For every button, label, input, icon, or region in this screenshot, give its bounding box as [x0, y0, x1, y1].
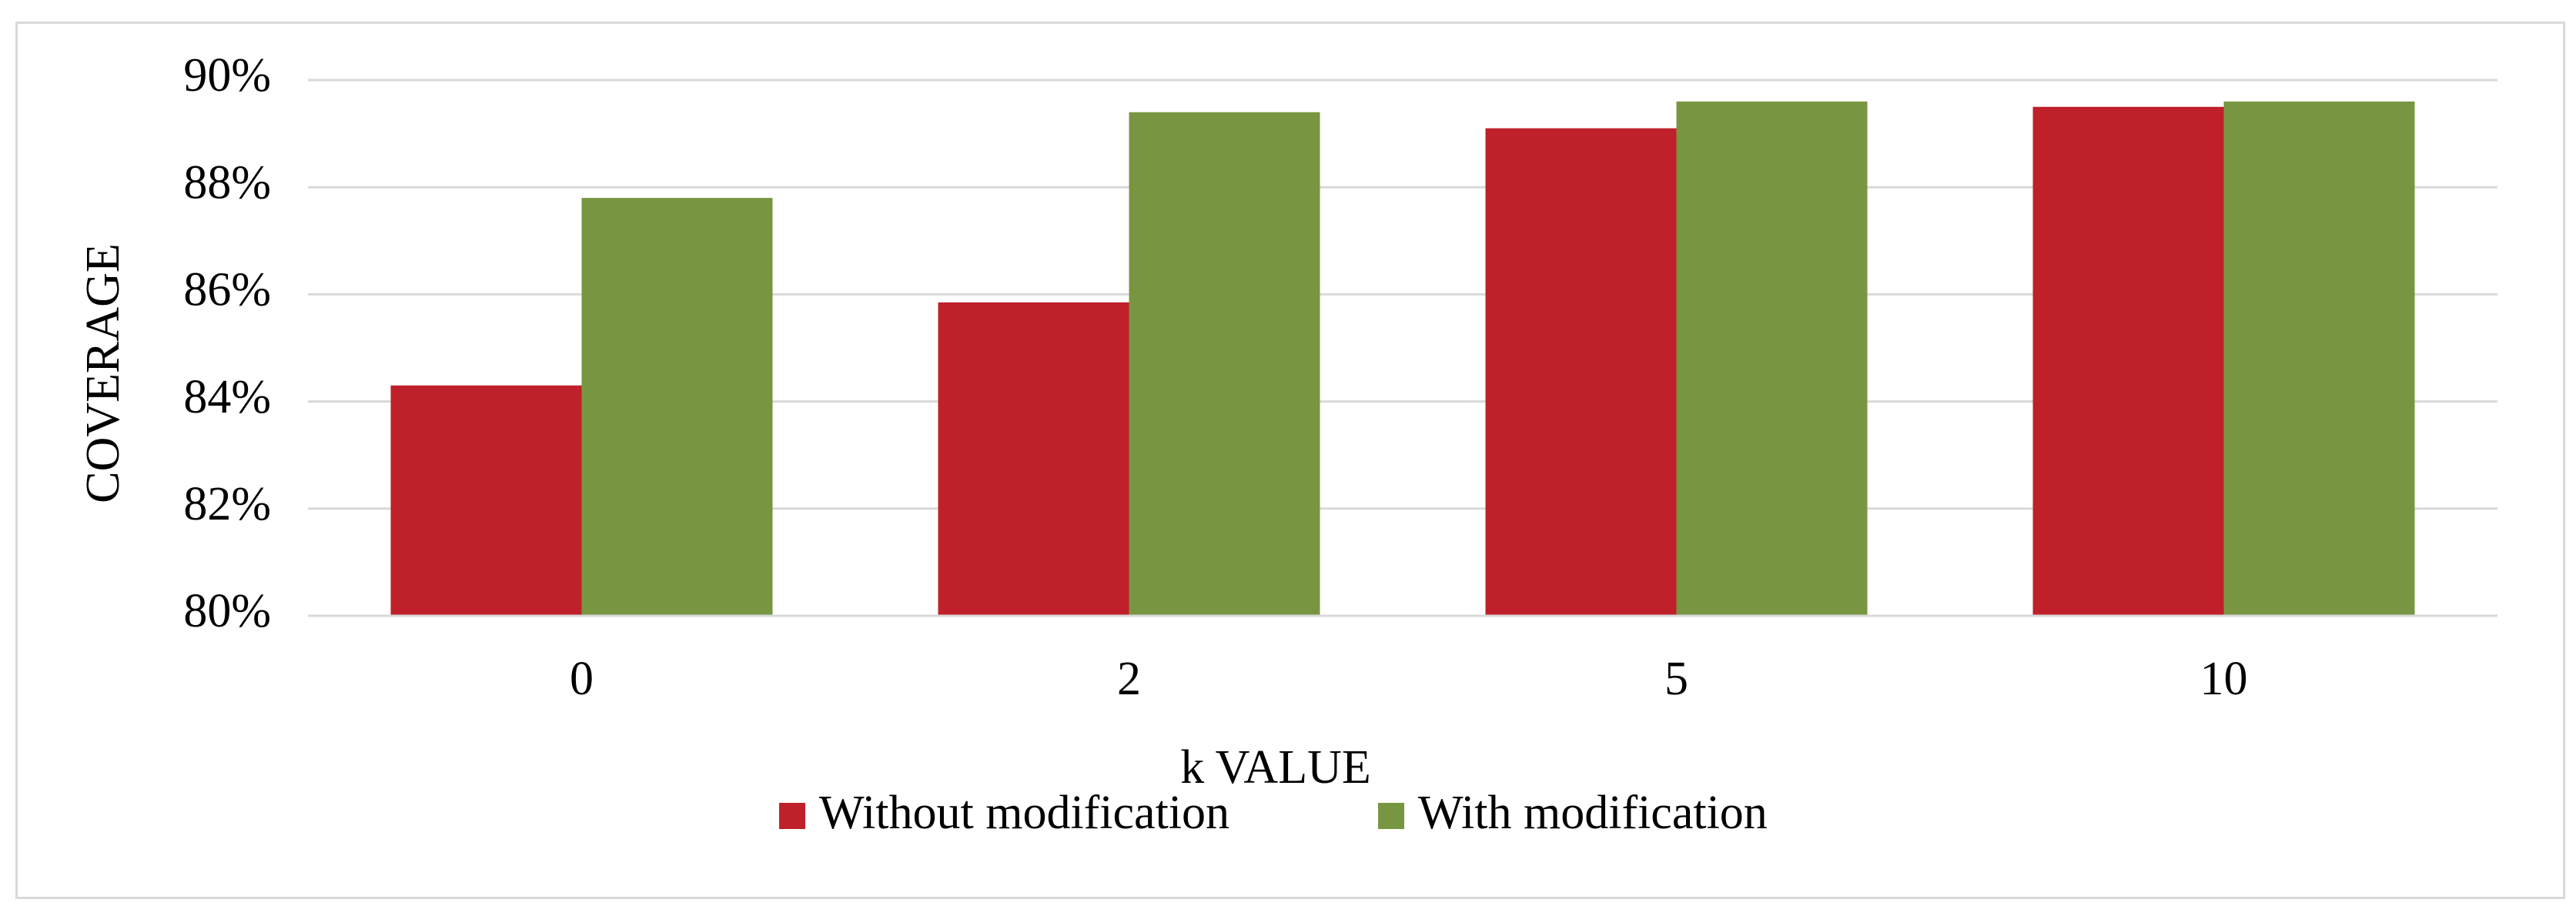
x-tick-label: 10 [2200, 653, 2248, 705]
y-axis-title: COVERAGE [77, 243, 129, 503]
bar-without-modification-k5 [1485, 128, 1677, 616]
bar-without-modification-k10 [2032, 106, 2224, 617]
x-tick-label: 5 [1664, 653, 1688, 705]
x-tick-label: 2 [1117, 653, 1141, 705]
bar-without-modification-k0 [390, 385, 582, 616]
bar-with-modification-k10 [2223, 101, 2415, 617]
legend-swatch-with-modification [1378, 803, 1404, 829]
bar-with-modification-k0 [581, 198, 773, 616]
bar-without-modification-k2 [938, 302, 1129, 616]
legend-label-without-modification: Without modification [819, 787, 1229, 839]
x-axis-title: k VALUE [1180, 741, 1370, 794]
y-tick-label: 90% [183, 49, 271, 102]
legend-label-with-modification: With modification [1418, 787, 1768, 839]
bar-with-modification-k2 [1129, 112, 1320, 616]
y-tick-label: 86% [183, 264, 271, 316]
x-axis-ticks: 0 2 5 10 [570, 653, 2248, 705]
x-tick-label: 0 [570, 653, 594, 705]
y-tick-label: 84% [183, 371, 271, 423]
bar-with-modification-k5 [1676, 101, 1868, 617]
legend: Without modification With modification [779, 787, 1768, 839]
legend-swatch-without-modification [779, 803, 805, 829]
y-tick-label: 82% [183, 478, 271, 530]
y-tick-label: 80% [183, 585, 271, 637]
bars [390, 101, 2415, 617]
y-axis-ticks: 80% 82% 84% 86% 88% 90% [183, 49, 271, 637]
y-tick-label: 88% [183, 156, 271, 209]
